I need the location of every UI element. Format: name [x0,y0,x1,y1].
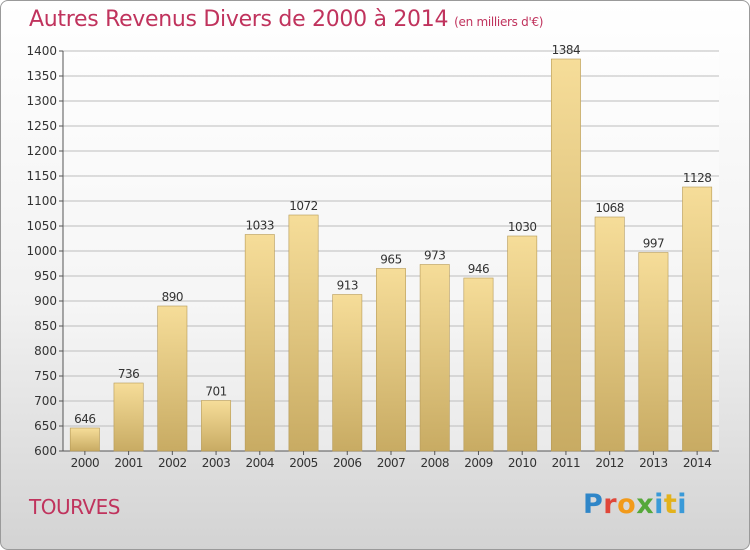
x-tick-label: 2002 [158,456,187,470]
bar [288,214,319,452]
bar-value-label: 913 [337,279,358,293]
x-tick-label: 2011 [552,456,581,470]
x-tick-label: 2006 [333,456,362,470]
x-tick-label: 2010 [508,456,537,470]
x-tick-label: 2013 [639,456,668,470]
bar-value-label: 1030 [508,220,537,234]
bar-value-label: 973 [424,249,445,263]
bar [463,277,494,452]
y-tick-label: 1200 [26,144,57,158]
bar-value-label: 701 [205,385,226,399]
y-tick-label: 1300 [26,94,57,108]
bar-value-label: 736 [118,367,139,381]
bar [419,264,450,452]
bar-value-label: 965 [380,253,401,267]
title-text: Autres Revenus Divers de 2000 à 2014 [29,7,449,32]
bar-value-label: 997 [643,237,664,251]
bar [332,294,363,452]
bar-value-label: 1033 [246,219,275,233]
x-tick-label: 2001 [114,456,143,470]
y-tick-label: 1400 [26,44,57,58]
x-tick-label: 2007 [377,456,406,470]
bar [244,234,275,452]
bar-value-label: 890 [162,290,183,304]
y-tick-label: 850 [34,319,57,333]
logo-letter: P [583,489,604,520]
logo-letter: o [617,489,637,520]
bar [69,427,100,452]
x-tick-label: 2008 [420,456,449,470]
y-tick-label: 750 [34,369,57,383]
x-tick-label: 2003 [202,456,231,470]
y-tick-label: 1100 [26,194,57,208]
y-tick-label: 950 [34,269,57,283]
y-tick-label: 1350 [26,69,57,83]
bar-value-label: 946 [468,262,489,276]
logo-letter: r [603,489,618,520]
proxiti-logo[interactable]: Proxiti [583,489,687,520]
x-tick-label: 2004 [246,456,275,470]
bar [201,400,232,452]
x-tick-label: 2014 [683,456,712,470]
chart-title: Autres Revenus Divers de 2000 à 2014 (en … [29,7,543,32]
bar-value-label: 1068 [595,201,624,215]
bar [113,382,144,452]
y-tick-label: 1050 [26,219,57,233]
logo-letter: i [677,489,688,520]
city-name: TOURVES [29,495,120,519]
x-tick-label: 2000 [71,456,100,470]
x-tick-label: 2005 [289,456,318,470]
y-tick-label: 1000 [26,244,57,258]
logo-letter: x [636,489,655,520]
bar-value-label: 1384 [552,43,581,57]
bar-value-label: 1072 [289,199,318,213]
y-tick-label: 800 [34,344,57,358]
unit-label: (en milliers d'€) [454,15,544,29]
x-tick-label: 2009 [464,456,493,470]
y-tick-label: 900 [34,294,57,308]
y-tick-label: 650 [34,419,57,433]
bar [376,268,406,452]
bar [507,235,538,452]
bar [594,216,625,452]
bar [638,252,669,452]
y-tick-label: 1150 [26,169,57,183]
bar [157,305,188,452]
bar-value-label: 646 [74,412,95,426]
y-tick-label: 600 [34,444,57,458]
logo-letter: i [654,489,664,520]
bar [682,186,713,452]
y-tick-label: 700 [34,394,57,408]
y-tick-label: 1250 [26,119,57,133]
logo-letter: t [663,489,678,520]
bar [550,58,581,452]
bar-value-label: 1128 [683,171,712,185]
x-tick-label: 2012 [595,456,624,470]
